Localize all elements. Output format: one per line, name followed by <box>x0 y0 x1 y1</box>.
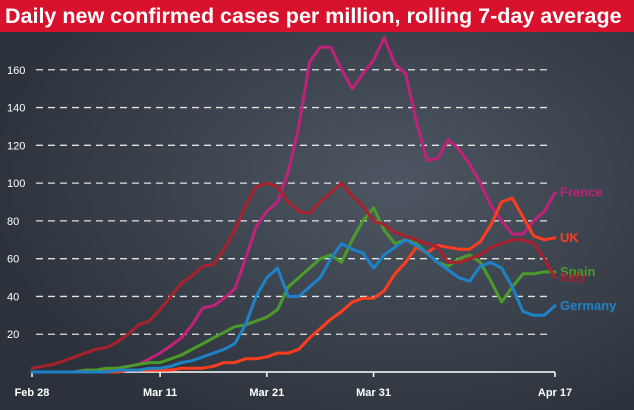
series-label-france: France <box>560 185 603 200</box>
y-tick-label: 100 <box>7 178 25 190</box>
y-tick-label: 140 <box>7 103 25 115</box>
series-line-germany <box>30 238 557 374</box>
x-tick-labels: Feb 28 Mar 11 Mar 21 Mar 31 Apr 17 <box>15 387 573 399</box>
y-tick-labels: 20 40 60 80 100 120 140 160 <box>7 65 25 341</box>
series-label-uk: UK <box>560 230 579 245</box>
series-line-italy <box>30 181 557 370</box>
x-tick-label: Apr 17 <box>538 387 572 399</box>
series-lines <box>30 36 557 374</box>
series-label-spain: Spain <box>560 264 595 279</box>
series-label-germany: Germany <box>560 298 617 313</box>
x-tick-label: Mar 11 <box>143 387 177 399</box>
series-line-uk <box>30 196 557 374</box>
y-tick-label: 40 <box>7 291 19 303</box>
chart-title: Daily new confirmed cases per million, r… <box>0 0 634 32</box>
x-tick-label: Mar 31 <box>356 387 391 399</box>
x-tick-label: Mar 21 <box>249 387 284 399</box>
y-tick-label: 20 <box>7 329 19 341</box>
y-tick-label: 160 <box>7 65 25 77</box>
y-tick-label: 120 <box>7 140 25 152</box>
series-label-italy: Italy <box>560 270 587 285</box>
x-tick-label: Feb 28 <box>15 387 50 399</box>
series-line-spain <box>30 206 557 374</box>
y-tick-label: 80 <box>7 216 19 228</box>
y-tick-label: 60 <box>7 254 19 266</box>
